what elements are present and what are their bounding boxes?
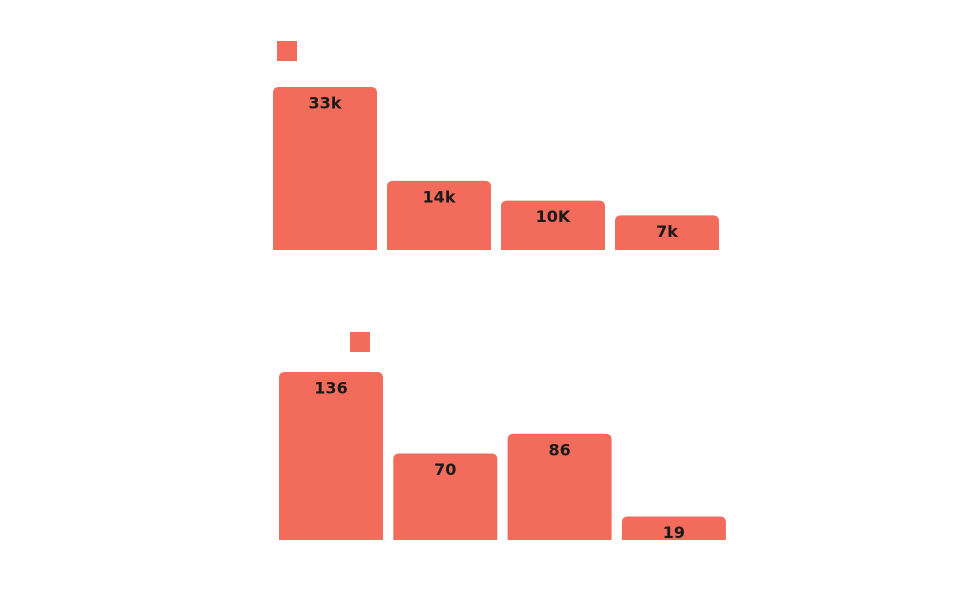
bar <box>507 433 612 540</box>
bar <box>615 215 719 250</box>
bar <box>279 372 383 540</box>
value-label: 33k <box>309 94 342 113</box>
bar <box>273 87 377 250</box>
bar <box>501 200 605 250</box>
value-label: 86 <box>548 440 570 459</box>
bar <box>393 453 498 540</box>
value-label: 10K <box>536 207 571 226</box>
value-label: 70 <box>434 460 456 479</box>
value-label: 7k <box>656 222 678 241</box>
bar <box>387 180 491 250</box>
value-label: 19 <box>663 523 685 542</box>
legend-swatch <box>277 41 297 61</box>
legend-swatch <box>350 332 370 352</box>
value-label: 136 <box>314 379 347 398</box>
value-label: 14k <box>423 187 456 206</box>
bar <box>621 516 726 540</box>
